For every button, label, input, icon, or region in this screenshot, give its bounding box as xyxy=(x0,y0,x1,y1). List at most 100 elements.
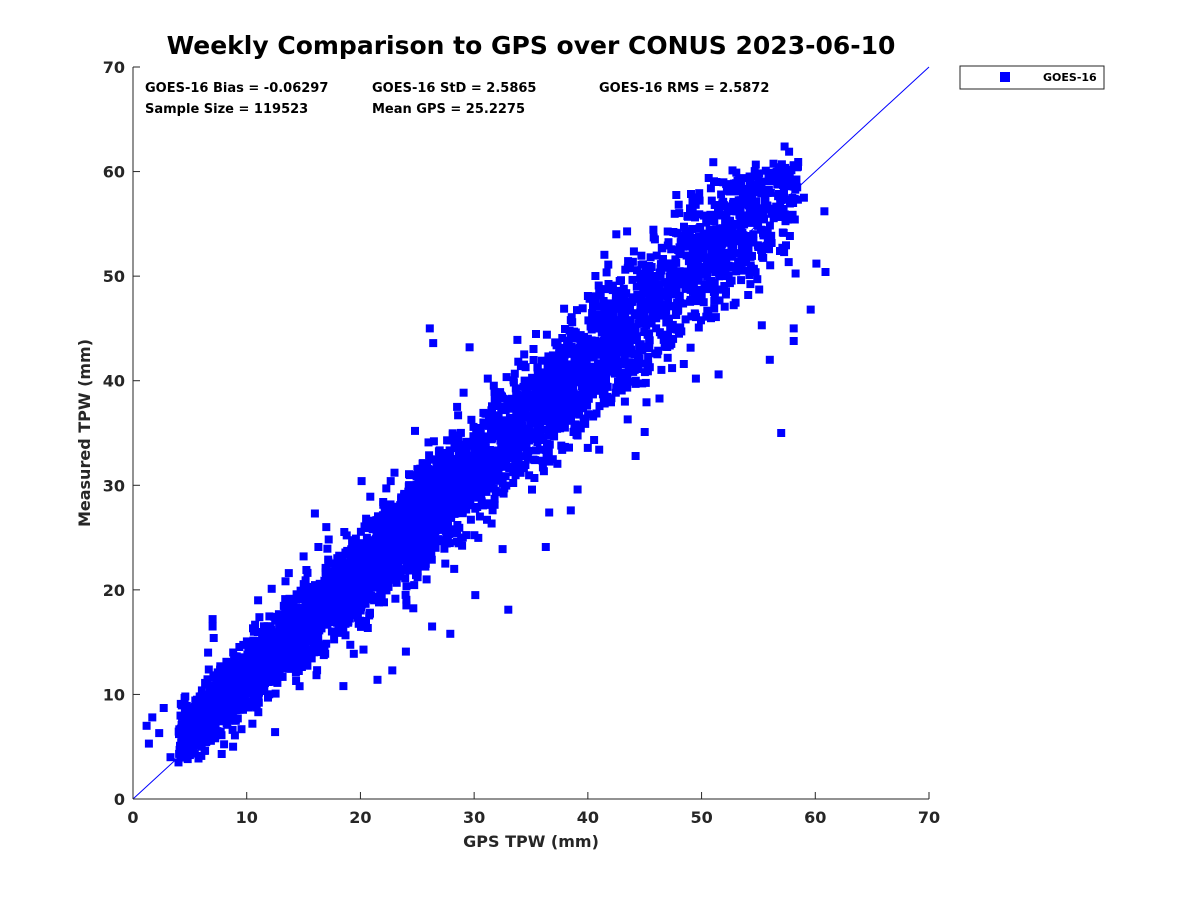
data-point xyxy=(428,455,437,464)
data-point xyxy=(522,412,530,421)
data-point xyxy=(268,635,277,644)
data-point xyxy=(576,331,585,340)
data-point xyxy=(600,319,609,328)
data-point xyxy=(402,595,411,604)
data-point xyxy=(211,707,219,716)
data-point xyxy=(260,676,269,685)
data-point xyxy=(722,257,731,266)
data-point xyxy=(502,373,511,382)
data-point xyxy=(699,262,708,271)
data-point xyxy=(421,464,430,473)
data-point xyxy=(659,255,667,263)
data-point xyxy=(595,302,604,311)
data-point xyxy=(691,213,699,222)
data-point xyxy=(707,196,716,205)
data-point xyxy=(599,337,608,345)
data-point xyxy=(436,451,445,460)
data-point xyxy=(648,298,657,307)
data-point xyxy=(496,390,505,399)
data-point xyxy=(211,722,220,731)
data-point xyxy=(228,679,237,688)
data-point xyxy=(323,620,332,629)
data-point xyxy=(654,306,663,315)
data-point xyxy=(334,568,342,577)
data-point xyxy=(454,450,463,459)
data-point xyxy=(334,626,343,635)
data-point xyxy=(259,639,268,648)
data-point xyxy=(642,321,651,330)
data-point xyxy=(763,226,772,235)
data-point xyxy=(631,358,640,367)
data-point xyxy=(436,465,445,474)
data-point xyxy=(758,186,767,195)
data-point xyxy=(623,358,632,367)
data-point xyxy=(541,395,550,403)
data-point xyxy=(663,353,672,362)
data-point xyxy=(728,227,737,236)
data-point xyxy=(668,265,677,274)
data-point xyxy=(337,615,346,623)
data-point xyxy=(345,579,354,588)
data-point xyxy=(510,416,519,425)
data-point xyxy=(568,371,577,380)
data-point xyxy=(708,252,717,261)
data-point xyxy=(463,491,472,499)
data-point xyxy=(501,462,510,471)
data-point xyxy=(475,512,484,521)
data-point xyxy=(208,699,217,708)
data-point xyxy=(595,402,604,411)
data-point xyxy=(676,238,685,247)
data-point xyxy=(281,577,290,586)
data-point xyxy=(775,190,783,198)
data-point xyxy=(363,624,372,632)
data-point xyxy=(612,290,621,299)
data-point xyxy=(275,672,284,681)
data-point xyxy=(375,598,383,607)
data-point xyxy=(242,637,251,646)
data-point xyxy=(602,268,611,277)
data-point xyxy=(528,390,537,399)
data-point xyxy=(286,656,295,664)
data-point xyxy=(790,215,799,224)
data-point xyxy=(432,511,441,520)
data-point xyxy=(589,302,597,311)
data-point xyxy=(558,334,567,342)
data-point xyxy=(792,175,801,184)
data-point xyxy=(737,248,746,257)
data-point xyxy=(366,521,375,530)
data-point xyxy=(206,705,215,714)
data-point xyxy=(763,235,772,244)
data-point xyxy=(549,404,558,413)
data-point xyxy=(244,662,253,671)
data-point xyxy=(305,617,314,626)
data-point xyxy=(637,260,646,269)
data-point xyxy=(504,453,513,462)
data-point xyxy=(682,251,691,260)
data-point xyxy=(699,211,708,220)
data-point xyxy=(706,184,715,193)
data-point xyxy=(584,410,593,419)
data-point xyxy=(643,330,652,339)
data-point xyxy=(535,403,544,412)
data-point xyxy=(474,482,482,491)
data-point xyxy=(251,620,260,629)
data-point xyxy=(271,689,280,698)
data-point xyxy=(275,658,284,667)
data-point xyxy=(358,563,367,572)
data-point xyxy=(591,336,599,345)
data-point xyxy=(204,694,213,703)
data-point xyxy=(705,225,714,234)
data-point xyxy=(754,188,763,197)
data-point xyxy=(255,676,264,685)
data-point xyxy=(561,325,569,333)
data-point xyxy=(405,535,414,544)
data-point xyxy=(514,398,523,407)
data-point xyxy=(696,223,705,231)
data-point xyxy=(197,751,206,760)
data-point xyxy=(479,501,488,510)
data-point xyxy=(711,313,720,322)
data-point xyxy=(485,476,494,485)
data-point xyxy=(761,166,770,175)
data-point xyxy=(672,311,681,319)
data-point xyxy=(525,471,534,480)
